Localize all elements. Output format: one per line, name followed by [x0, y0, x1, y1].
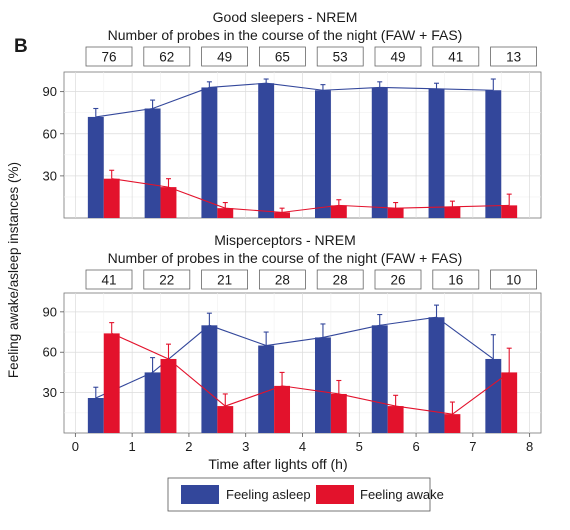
probe-count-label: 53 [333, 50, 348, 65]
panel-subtitle: Number of probes in the course of the ni… [108, 27, 463, 43]
x-tick-label: 1 [129, 439, 136, 454]
probe-count-box [490, 269, 538, 290]
bar-awake [274, 385, 291, 433]
probe-count-box [374, 269, 422, 290]
probe-count-box [143, 46, 191, 67]
probe-count-box [143, 269, 191, 290]
bar-asleep [258, 83, 275, 218]
x-tick-label: 7 [469, 439, 476, 454]
panel-subtitle: Number of probes in the course of the ni… [108, 250, 463, 266]
probe-count-label: 28 [333, 273, 348, 288]
probe-count-box [316, 46, 364, 67]
bar-asleep [144, 372, 161, 433]
panel-misperceptors: Misperceptors - NREM Number of probes in … [43, 232, 542, 454]
bar-awake [330, 393, 347, 433]
bar-asleep [201, 325, 218, 433]
y-tick-label: 30 [43, 385, 57, 400]
probe-count-box [85, 269, 133, 290]
bar-asleep [87, 398, 104, 433]
bar-asleep [87, 116, 104, 218]
bar-asleep [428, 88, 445, 218]
probe-count-label: 10 [506, 273, 521, 288]
bar-awake [387, 208, 404, 218]
x-tick-label: 4 [299, 439, 306, 454]
bar-asleep [485, 90, 502, 218]
x-tick-label: 2 [185, 439, 192, 454]
probe-count-box [432, 46, 480, 67]
probe-count-box [432, 269, 480, 290]
bar-asleep [314, 90, 331, 218]
probe-count-box [316, 269, 364, 290]
series-line-awake [111, 178, 510, 213]
probe-count-label: 41 [101, 273, 116, 288]
y-tick-label: 60 [43, 126, 57, 141]
probe-count-box [374, 46, 422, 67]
probe-count-label: 13 [506, 50, 521, 65]
probe-count-label: 26 [390, 273, 405, 288]
x-tick-label: 0 [72, 439, 79, 454]
bar-asleep [371, 87, 388, 218]
bar-awake [160, 358, 177, 433]
panel-title: Misperceptors - NREM [214, 232, 356, 248]
y-tick-label: 30 [43, 168, 57, 183]
probe-count-label: 21 [217, 273, 232, 288]
probe-count-box [85, 46, 133, 67]
legend: Feeling asleep Feeling awake [167, 477, 444, 512]
y-axis-label: Feeling awake/asleep instances (%) [6, 162, 21, 378]
bar-asleep [144, 108, 161, 218]
probe-count-box [201, 269, 249, 290]
y-tick-label: 90 [43, 84, 57, 99]
legend-label-asleep: Feeling asleep [226, 487, 311, 502]
panel-good-sleepers: Good sleepers - NREM Number of probes in … [43, 9, 542, 219]
bar-awake [103, 333, 120, 433]
bar-awake [160, 187, 177, 218]
x-tick-label: 8 [526, 439, 533, 454]
legend-swatch-awake [316, 485, 354, 504]
legend-swatch-asleep [181, 485, 219, 504]
probe-count-label: 76 [101, 50, 116, 65]
bar-asleep [485, 358, 502, 433]
x-tick-label: 5 [356, 439, 363, 454]
probe-count-box [258, 46, 306, 67]
bar-awake [387, 406, 404, 433]
panel-label: B [14, 36, 28, 57]
bar-awake [217, 406, 234, 433]
probe-count-label: 22 [159, 273, 174, 288]
probe-count-label: 49 [390, 50, 405, 65]
x-tick-label: 3 [242, 439, 249, 454]
probe-count-box [258, 269, 306, 290]
probe-count-label: 49 [217, 50, 232, 65]
bar-awake [501, 205, 518, 218]
probe-count-label: 41 [448, 50, 463, 65]
y-tick-label: 90 [43, 304, 57, 319]
probe-count-label: 62 [159, 50, 174, 65]
x-tick-label: 6 [412, 439, 419, 454]
bar-awake [274, 212, 291, 218]
bar-awake [217, 208, 234, 218]
probe-count-label: 16 [448, 273, 463, 288]
legend-label-awake: Feeling awake [360, 487, 444, 502]
panel-title: Good sleepers - NREM [213, 9, 358, 25]
bar-awake [103, 178, 120, 218]
x-axis-label: Time after lights off (h) [208, 456, 347, 472]
bar-asleep [314, 337, 331, 433]
y-tick-label: 60 [43, 345, 57, 360]
bar-asleep [201, 87, 218, 218]
probe-count-box [201, 46, 249, 67]
probe-count-label: 65 [275, 50, 290, 65]
probe-count-label: 28 [275, 273, 290, 288]
bar-awake [330, 205, 347, 218]
bar-asleep [428, 317, 445, 433]
bar-asleep [371, 325, 388, 433]
bar-awake [444, 414, 461, 433]
bar-awake [444, 206, 461, 218]
probe-count-box [490, 46, 538, 67]
series-line-asleep [95, 82, 494, 118]
bar-awake [501, 372, 518, 433]
bar-asleep [258, 345, 275, 433]
series-line-awake [111, 332, 510, 415]
